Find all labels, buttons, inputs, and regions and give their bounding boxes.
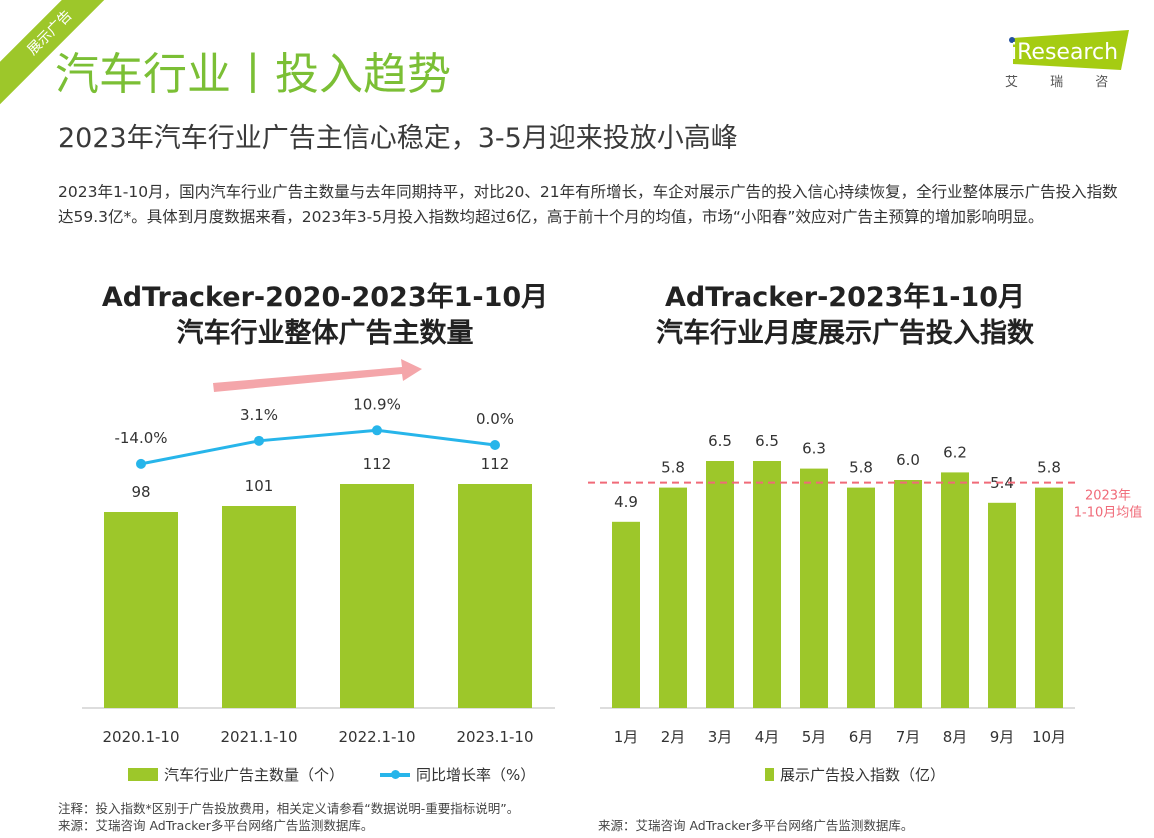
bar-label: 6.0 [896, 451, 920, 469]
bar-label: 6.5 [755, 432, 779, 450]
x-tick-label: 3月 [708, 728, 733, 746]
bar [800, 468, 828, 708]
x-tick-label: 2月 [661, 728, 686, 746]
bar [458, 484, 532, 708]
growth-point [490, 440, 500, 450]
x-tick-label: 2021.1-10 [221, 728, 298, 746]
average-label: 2023年 [1085, 489, 1131, 504]
notes-left: 注释：投入指数*区别于广告投放费用，相关定义请参看“数据说明-重要指标说明”。 … [58, 800, 519, 834]
right-chart-title-line2: 汽车行业月度展示广告投入指数 [656, 318, 1034, 349]
bar [1035, 487, 1063, 708]
x-tick-label: 7月 [896, 728, 921, 746]
note-text: 注释：投入指数*区别于广告投放费用，相关定义请参看“数据说明-重要指标说明”。 [58, 801, 520, 816]
bar-label: 6.3 [802, 440, 826, 458]
bar [104, 512, 178, 708]
bar-label: 5.8 [661, 459, 685, 477]
legend-bar-label: 汽车行业广告主数量（个） [164, 766, 345, 784]
logo-brand: iResearch [1011, 40, 1118, 65]
page-subtitle: 2023年汽车行业广告主信心稳定，3-5月迎来投放小高峰 [58, 123, 738, 154]
x-tick-label: 4月 [755, 728, 780, 746]
bar [894, 480, 922, 708]
x-tick-label: 6月 [849, 728, 874, 746]
bar [753, 461, 781, 708]
logo-cn: 艾 瑞 咨 询 [1005, 75, 1135, 90]
bar-label: 101 [245, 477, 274, 495]
legend-bar-label: 展示广告投入指数（亿） [780, 766, 946, 784]
x-tick-label: 1月 [614, 728, 639, 746]
bar [340, 484, 414, 708]
left-chart-title: AdTracker-2020-2023年1-10月 汽车行业整体广告主数量 [60, 280, 590, 352]
growth-label: -14.0% [114, 429, 167, 447]
left-chart-title-line1: AdTracker-2020-2023年1-10月 [101, 282, 549, 313]
growth-label: 10.9% [353, 395, 401, 413]
bar-label: 112 [363, 455, 392, 473]
bar [659, 487, 687, 708]
growth-label: 0.0% [476, 410, 514, 428]
right-chart-title-line1: AdTracker-2023年1-10月 [665, 282, 1025, 313]
left-chart-title-line2: 汽车行业整体广告主数量 [176, 318, 474, 349]
bar [847, 487, 875, 708]
summary-text: 2023年1-10月，国内汽车行业广告主数量与去年同期持平，对比20、21年有所… [58, 183, 1118, 226]
bar-label: 6.2 [943, 443, 967, 461]
growth-point [136, 458, 146, 469]
right-legend: 展示广告投入指数（亿） [765, 764, 945, 785]
left-legend: 汽车行业广告主数量（个） 同比增长率（%） [128, 764, 535, 785]
bar [941, 472, 969, 708]
bar-label: 5.8 [849, 459, 873, 477]
bar [612, 521, 640, 708]
legend-line-swatch [380, 769, 411, 779]
x-tick-label: 2020.1-10 [103, 728, 180, 746]
legend-line-label: 同比增长率（%） [416, 766, 536, 784]
x-tick-label: 5月 [802, 728, 827, 746]
x-tick-label: 2022.1-10 [339, 728, 416, 746]
iresearch-logo: iResearch 艾 瑞 咨 询 [1005, 28, 1153, 90]
trend-arrow [213, 359, 422, 392]
average-label: 1-10月均值 [1074, 505, 1143, 521]
legend-bar-swatch [765, 768, 774, 781]
x-tick-label: 9月 [990, 728, 1015, 746]
page-title: 汽车行业丨投入趋势 [55, 49, 451, 100]
right-chart-title: AdTracker-2023年1-10月 汽车行业月度展示广告投入指数 [590, 280, 1100, 352]
bar-label: 98 [131, 483, 150, 501]
bar-label: 112 [481, 455, 510, 473]
growth-line [140, 428, 496, 466]
source-text: 来源：艾瑞咨询 AdTracker多平台网络广告监测数据库。 [58, 818, 374, 833]
bar-label: 6.5 [708, 432, 732, 450]
source-right: 来源：艾瑞咨询 AdTracker多平台网络广告监测数据库。 [598, 818, 914, 833]
bar [706, 461, 734, 708]
bar [222, 506, 296, 708]
growth-point [254, 435, 264, 446]
bar-label: 5.8 [1037, 459, 1061, 477]
growth-point [372, 425, 382, 436]
bar-label: 4.9 [614, 493, 638, 511]
x-tick-label: 10月 [1032, 728, 1066, 746]
growth-label: 3.1% [240, 406, 278, 424]
x-tick-label: 2023.1-10 [457, 728, 534, 746]
x-tick-label: 8月 [943, 728, 968, 746]
legend-bar-swatch [128, 768, 158, 781]
bar [988, 502, 1016, 708]
